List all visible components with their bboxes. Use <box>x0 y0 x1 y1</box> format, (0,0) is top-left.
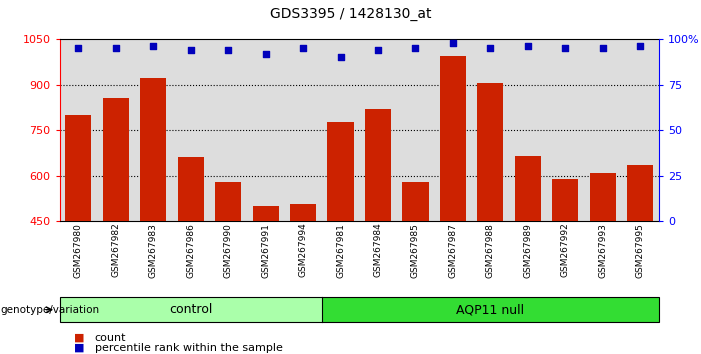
Text: AQP11 null: AQP11 null <box>456 303 524 316</box>
Point <box>485 45 496 51</box>
Bar <box>140 79 166 221</box>
Bar <box>477 83 503 221</box>
Text: GDS3395 / 1428130_at: GDS3395 / 1428130_at <box>270 7 431 21</box>
Point <box>110 45 121 51</box>
Point <box>260 51 271 56</box>
Text: percentile rank within the sample: percentile rank within the sample <box>95 343 283 353</box>
Point <box>597 45 608 51</box>
Bar <box>177 158 204 221</box>
Point <box>73 45 84 51</box>
Bar <box>290 204 316 221</box>
Bar <box>215 182 241 221</box>
Text: count: count <box>95 333 126 343</box>
Point <box>410 45 421 51</box>
Text: ■: ■ <box>74 343 84 353</box>
Bar <box>365 109 391 221</box>
Bar <box>402 182 428 221</box>
Point <box>185 47 196 53</box>
Bar <box>515 156 541 221</box>
Point <box>447 40 458 45</box>
Point <box>148 44 159 49</box>
Point <box>522 44 533 49</box>
Bar <box>327 122 353 221</box>
Text: control: control <box>169 303 212 316</box>
Bar <box>627 165 653 221</box>
Text: genotype/variation: genotype/variation <box>1 305 100 315</box>
Point <box>559 45 571 51</box>
Bar <box>252 206 279 221</box>
Point <box>297 45 308 51</box>
Bar <box>590 173 616 221</box>
Bar <box>102 98 129 221</box>
Point <box>335 54 346 60</box>
Point <box>222 47 233 53</box>
Point <box>634 44 646 49</box>
Bar <box>552 179 578 221</box>
Text: ■: ■ <box>74 333 84 343</box>
Bar <box>65 115 91 221</box>
Bar <box>440 56 466 221</box>
Point <box>372 47 383 53</box>
